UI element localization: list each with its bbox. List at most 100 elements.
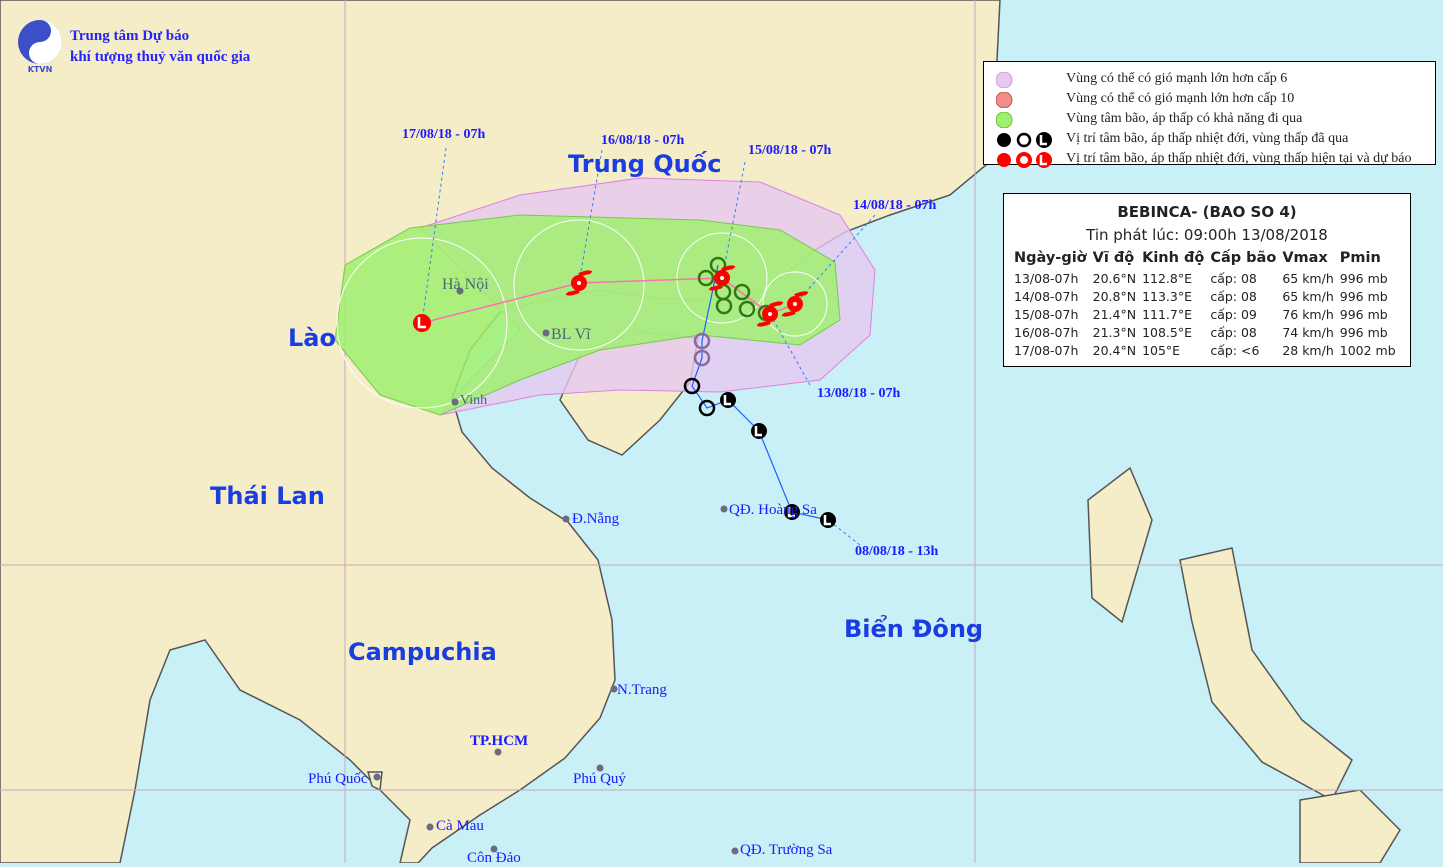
city-phu-quy: Phú Quý (573, 771, 626, 787)
forecast-table: Ngày-giờ Vĩ độ Kinh độ Cấp bão Vmax Pmin 13/0… (1014, 250, 1402, 359)
city-dot (562, 515, 570, 523)
city-dot (451, 398, 459, 406)
city-dot (373, 773, 381, 781)
column-header: Pmin (1339, 250, 1381, 266)
city-danang: Đ.Nẵng (572, 511, 620, 527)
forecast-circle-marker (733, 283, 751, 301)
city-dot (720, 505, 728, 513)
taiwan-island (1087, 466, 1153, 624)
city-dot (610, 685, 618, 693)
table-cell: 15/08-07h (1014, 306, 1079, 322)
legend-label: Vùng tâm bão, áp thấp có khả năng đi qua (1066, 111, 1303, 126)
date-label-17: 17/08/18 - 07h (402, 127, 486, 142)
city-dot (490, 845, 498, 853)
table-cell: cấp: <6 (1210, 342, 1260, 358)
table-cell: 13/08-07h (1014, 270, 1079, 286)
city-nha-trang: N.Trang (617, 682, 667, 698)
table-cell: 112.8°E (1142, 270, 1193, 286)
city-ca-mau: Cà Mau (436, 818, 484, 834)
table-cell: 74 km/h (1282, 324, 1334, 340)
storm-arms-icon (708, 265, 736, 291)
country-china: Trung Quốc (568, 150, 722, 178)
date-leaders (421, 147, 876, 546)
city-hanoi: Hà Nội (442, 276, 489, 293)
city-dot (731, 847, 739, 855)
organization-name: Trung tâm Dự báo khí tượng thuỷ văn quốc… (70, 26, 250, 68)
table-cell: 20.6°N (1092, 270, 1137, 286)
table-cell: 20.8°N (1092, 288, 1137, 304)
date-label-08: 08/08/18 - 13h (855, 544, 939, 559)
storm-arms-icon (565, 270, 593, 296)
zone-track (334, 214, 841, 416)
date-label-14: 14/08/18 - 07h (853, 198, 937, 213)
table-row: 16/08-07h 21.3°N 108.5°E cấp: 08 74 km/h 996 … (1014, 323, 1402, 341)
city-dot (542, 329, 550, 337)
forecast-circle-marker (738, 300, 756, 318)
legend-item: Vị trí tâm bão, áp thấp nhiệt đới, vùng … (984, 150, 1435, 170)
legend-item: Vùng có thể có gió mạnh lớn hơn cấp 6 (984, 70, 1435, 90)
city-bl-vi: BL Vĩ (551, 326, 591, 343)
forecast-circle-marker (697, 269, 715, 287)
column-header: Vĩ độ (1092, 250, 1135, 266)
table-cell: cấp: 08 (1210, 324, 1257, 340)
legend-item: Vị trí tâm bão, áp thấp nhiệt đới, vùng … (984, 130, 1435, 150)
city-hoang-sa: QĐ. Hoàng Sa (729, 502, 817, 518)
table-cell: 113.3°E (1142, 288, 1193, 304)
date-label-16: 16/08/18 - 07h (601, 133, 685, 148)
date-label-13: 13/08/18 - 07h (817, 386, 901, 401)
low-letter-icon (754, 426, 762, 437)
past-circle-marker (683, 377, 701, 395)
column-header: Ngày-giờ (1014, 250, 1087, 266)
table-cell: 14/08-07h (1014, 288, 1079, 304)
org-line-2: khí tượng thuỷ văn quốc gia (70, 49, 251, 65)
philippine-islands (1299, 789, 1401, 863)
legend-label: Vùng có thể có gió mạnh lớn hơn cấp 10 (1066, 91, 1295, 106)
storm-eye-icon (793, 302, 797, 306)
storm-title: BEBINCA- (BAO SO 4) (1117, 203, 1297, 221)
org-line-1: Trung tâm Dự báo (70, 28, 190, 44)
storm-eye-icon (720, 276, 724, 280)
city-vinh: Vinh (460, 393, 488, 408)
city-dot (456, 287, 464, 295)
city-dot (596, 764, 604, 772)
storm-eye-icon (768, 312, 772, 316)
column-header: Vmax (1282, 250, 1328, 266)
table-cell: 65 km/h (1282, 288, 1334, 304)
past-circle-marker (693, 349, 711, 367)
country-thailand: Thái Lan (210, 482, 325, 510)
legend-label: Vùng có thể có gió mạnh lớn hơn cấp 6 (1066, 71, 1288, 86)
table-cell: cấp: 09 (1210, 306, 1257, 322)
forecast-low-marker (413, 314, 431, 332)
sea-bien-dong: Biển Đông (844, 615, 984, 643)
forecast-circle-marker (715, 297, 733, 315)
column-header: Cấp bão (1210, 250, 1277, 266)
legend-label: Vị trí tâm bão, áp thấp nhiệt đới, vùng … (1066, 151, 1412, 166)
past-circle-marker (698, 399, 716, 417)
table-cell: 996 mb (1339, 288, 1388, 304)
table-cell: 111.7°E (1142, 306, 1193, 322)
storm-arms-icon (781, 291, 809, 317)
table-cell: 28 km/h (1282, 342, 1334, 358)
city-con-dao: Côn Đảo (467, 850, 521, 866)
table-row: 14/08-07h 20.8°N 113.3°E cấp: 08 65 km/h 996 … (1014, 287, 1402, 305)
red-circle-icon (996, 92, 1013, 108)
ktvn-logo: KTVN (16, 18, 64, 74)
city-truong-sa: QĐ. Trường Sa (740, 842, 833, 858)
table-row: 15/08-07h 21.4°N 111.7°E cấp: 09 76 km/h 996 … (1014, 305, 1402, 323)
legend-item: Vùng tâm bão, áp thấp có khả năng đi qua (984, 110, 1435, 130)
legend-label: Vị trí tâm bão, áp thấp nhiệt đới, vùng … (1066, 131, 1349, 146)
past-low-marker (820, 512, 836, 528)
city-phu-quoc: Phú Quốc (308, 771, 368, 787)
column-header: Kinh độ (1142, 250, 1205, 266)
table-cell: 996 mb (1339, 306, 1388, 322)
purple-circle-icon (996, 72, 1013, 88)
table-row: 13/08-07h 20.6°N 112.8°E cấp: 08 65 km/h 996 … (1014, 269, 1402, 287)
table-cell: 996 mb (1339, 324, 1388, 340)
past-track (691, 264, 829, 521)
legend: Vùng có thể có gió mạnh lớn hơn cấp 6 Vù… (983, 61, 1436, 168)
storm-arms-icon (756, 301, 784, 327)
legend-item: Vùng có thể có gió mạnh lớn hơn cấp 10 (984, 90, 1435, 110)
city-dot (494, 748, 502, 756)
